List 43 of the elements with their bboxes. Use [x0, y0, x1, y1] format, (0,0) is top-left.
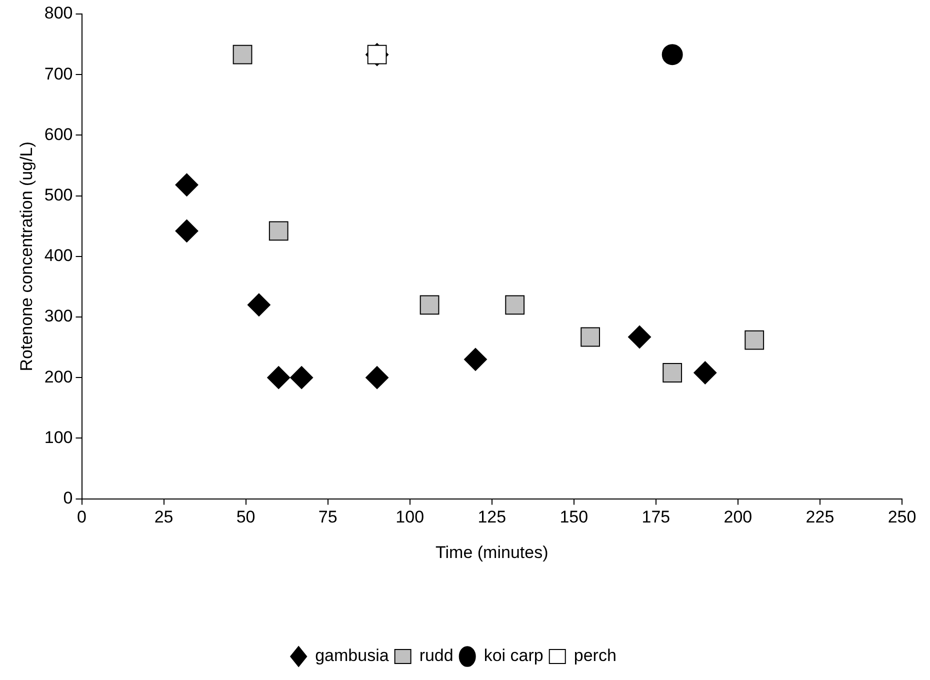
y-axis-title: Rotenone concentration (ug/L) — [16, 142, 36, 372]
point — [175, 173, 198, 196]
point — [268, 221, 288, 241]
x-tick-label: 50 — [236, 508, 256, 527]
point — [232, 44, 252, 64]
y-tick-label: 700 — [44, 64, 73, 84]
x-tick-label: 25 — [154, 508, 174, 527]
point — [175, 219, 198, 242]
point — [267, 366, 290, 390]
legend-label: gambusia — [315, 646, 390, 666]
point — [290, 366, 314, 390]
point — [580, 327, 600, 347]
point — [628, 326, 652, 348]
point — [247, 293, 270, 316]
x-tick-label: 150 — [560, 508, 588, 527]
x-tick-label: 0 — [77, 508, 86, 527]
x-tick-label: 175 — [642, 508, 670, 527]
legend-label: rudd — [419, 646, 454, 666]
y-tick-label: 100 — [44, 428, 73, 447]
x-tick-label: 100 — [396, 508, 424, 527]
y-tick-label: 800 — [44, 4, 73, 23]
y-tick-label: 400 — [44, 246, 73, 266]
y-tick-label: 300 — [44, 306, 73, 326]
y-tick-label: 200 — [44, 367, 73, 386]
x-axis-title: Time (minutes) — [436, 543, 548, 562]
point — [464, 348, 487, 371]
y-tick-label: 600 — [44, 124, 73, 144]
point — [662, 44, 683, 66]
legend-label: perch — [574, 646, 616, 666]
x-tick-label: 200 — [724, 508, 752, 527]
point — [366, 366, 389, 390]
point — [662, 363, 682, 382]
point — [505, 295, 525, 315]
point — [744, 330, 764, 350]
x-tick-label: 75 — [318, 508, 338, 527]
y-tick-label: 0 — [63, 488, 73, 508]
x-tick-label: 125 — [478, 508, 506, 527]
point — [694, 361, 717, 384]
x-tick-label: 225 — [806, 508, 834, 527]
legend-label: koi carp — [484, 646, 544, 666]
point — [420, 295, 440, 315]
y-tick-label: 500 — [44, 185, 73, 204]
x-tick-label: 250 — [888, 508, 916, 527]
